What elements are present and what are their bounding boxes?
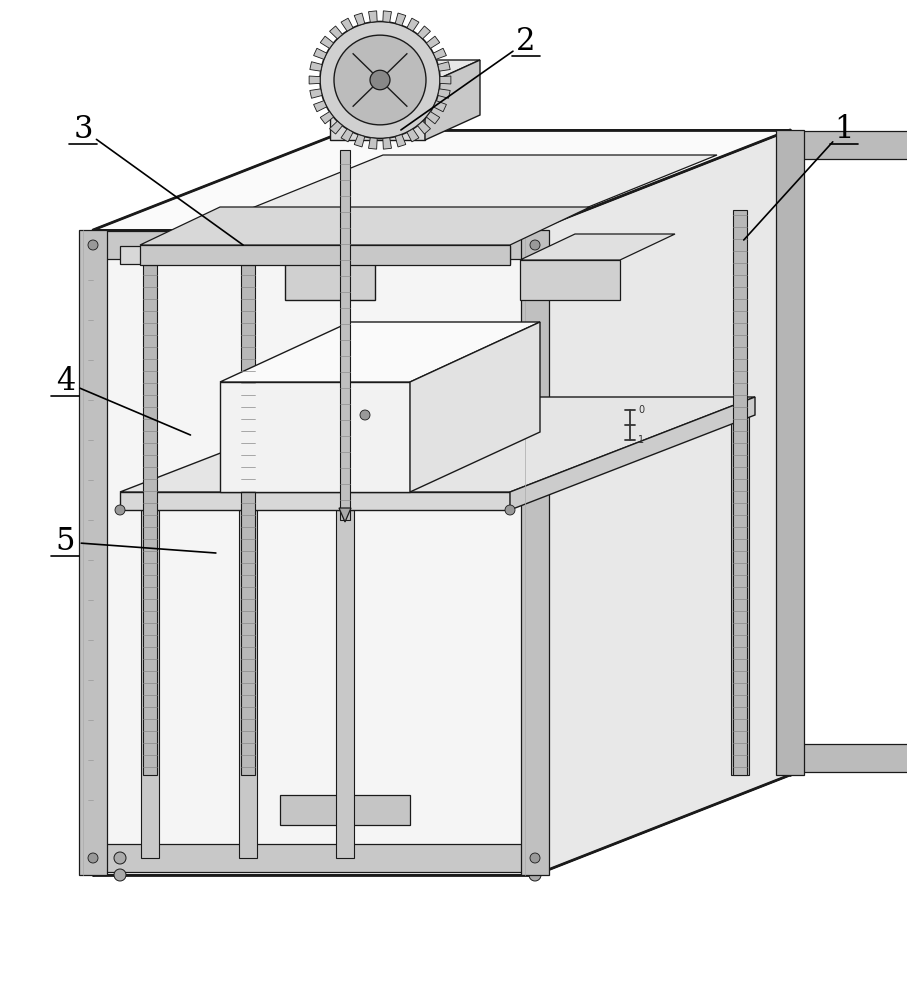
Polygon shape <box>731 415 749 775</box>
Polygon shape <box>341 129 353 142</box>
Polygon shape <box>383 138 392 149</box>
Polygon shape <box>425 60 480 140</box>
Polygon shape <box>79 230 107 875</box>
Circle shape <box>529 852 541 864</box>
Polygon shape <box>320 36 334 48</box>
Polygon shape <box>140 245 510 265</box>
Polygon shape <box>330 60 480 85</box>
Polygon shape <box>438 89 450 98</box>
Circle shape <box>530 853 540 863</box>
Polygon shape <box>314 48 327 59</box>
Polygon shape <box>329 121 343 134</box>
Polygon shape <box>395 13 405 25</box>
Polygon shape <box>440 76 451 84</box>
Polygon shape <box>368 11 377 22</box>
Polygon shape <box>510 397 755 510</box>
Polygon shape <box>520 260 620 300</box>
Polygon shape <box>241 265 255 775</box>
Polygon shape <box>148 155 717 250</box>
Polygon shape <box>426 36 440 48</box>
Polygon shape <box>368 138 377 149</box>
Polygon shape <box>309 76 320 84</box>
Polygon shape <box>426 112 440 124</box>
Polygon shape <box>320 112 334 124</box>
Text: 2: 2 <box>516 26 536 57</box>
Polygon shape <box>355 135 365 147</box>
Polygon shape <box>355 13 365 25</box>
Circle shape <box>505 505 515 515</box>
Polygon shape <box>535 130 790 875</box>
Ellipse shape <box>334 35 426 125</box>
Polygon shape <box>340 150 350 520</box>
Polygon shape <box>790 744 907 772</box>
Polygon shape <box>733 210 747 775</box>
Circle shape <box>114 869 126 881</box>
Polygon shape <box>220 322 540 382</box>
Polygon shape <box>790 131 907 159</box>
Text: 1: 1 <box>638 435 644 445</box>
Polygon shape <box>339 508 351 522</box>
Polygon shape <box>93 130 790 230</box>
Polygon shape <box>140 207 590 245</box>
Polygon shape <box>407 18 419 31</box>
Polygon shape <box>120 492 510 510</box>
Polygon shape <box>395 135 405 147</box>
Polygon shape <box>341 18 353 31</box>
Text: 0: 0 <box>638 405 644 415</box>
Polygon shape <box>285 255 375 300</box>
Polygon shape <box>407 129 419 142</box>
Polygon shape <box>120 397 755 492</box>
Polygon shape <box>776 130 804 775</box>
Polygon shape <box>310 89 322 98</box>
Polygon shape <box>93 844 535 872</box>
Polygon shape <box>434 101 446 112</box>
Circle shape <box>114 852 126 864</box>
Polygon shape <box>220 382 410 492</box>
Polygon shape <box>93 775 790 875</box>
Polygon shape <box>141 510 159 858</box>
Polygon shape <box>143 265 157 775</box>
Circle shape <box>88 240 98 250</box>
Polygon shape <box>383 11 392 22</box>
Ellipse shape <box>370 70 390 90</box>
Polygon shape <box>336 510 354 858</box>
Circle shape <box>360 410 370 420</box>
Polygon shape <box>417 121 431 134</box>
Polygon shape <box>120 246 510 264</box>
Polygon shape <box>93 230 535 875</box>
Circle shape <box>530 240 540 250</box>
Polygon shape <box>520 234 675 260</box>
Ellipse shape <box>320 21 440 138</box>
Polygon shape <box>93 231 535 259</box>
Polygon shape <box>521 230 549 875</box>
Text: 5: 5 <box>55 526 75 558</box>
Polygon shape <box>280 795 410 825</box>
Circle shape <box>88 853 98 863</box>
Text: 1: 1 <box>834 114 853 145</box>
Polygon shape <box>239 510 257 858</box>
Polygon shape <box>329 26 343 39</box>
Circle shape <box>115 505 125 515</box>
Polygon shape <box>330 85 425 140</box>
Polygon shape <box>417 26 431 39</box>
Circle shape <box>529 869 541 881</box>
Polygon shape <box>434 48 446 59</box>
Text: 3: 3 <box>73 114 93 145</box>
Polygon shape <box>314 101 327 112</box>
Text: 4: 4 <box>55 366 75 397</box>
Polygon shape <box>410 322 540 492</box>
Polygon shape <box>310 62 322 71</box>
Polygon shape <box>438 62 450 71</box>
